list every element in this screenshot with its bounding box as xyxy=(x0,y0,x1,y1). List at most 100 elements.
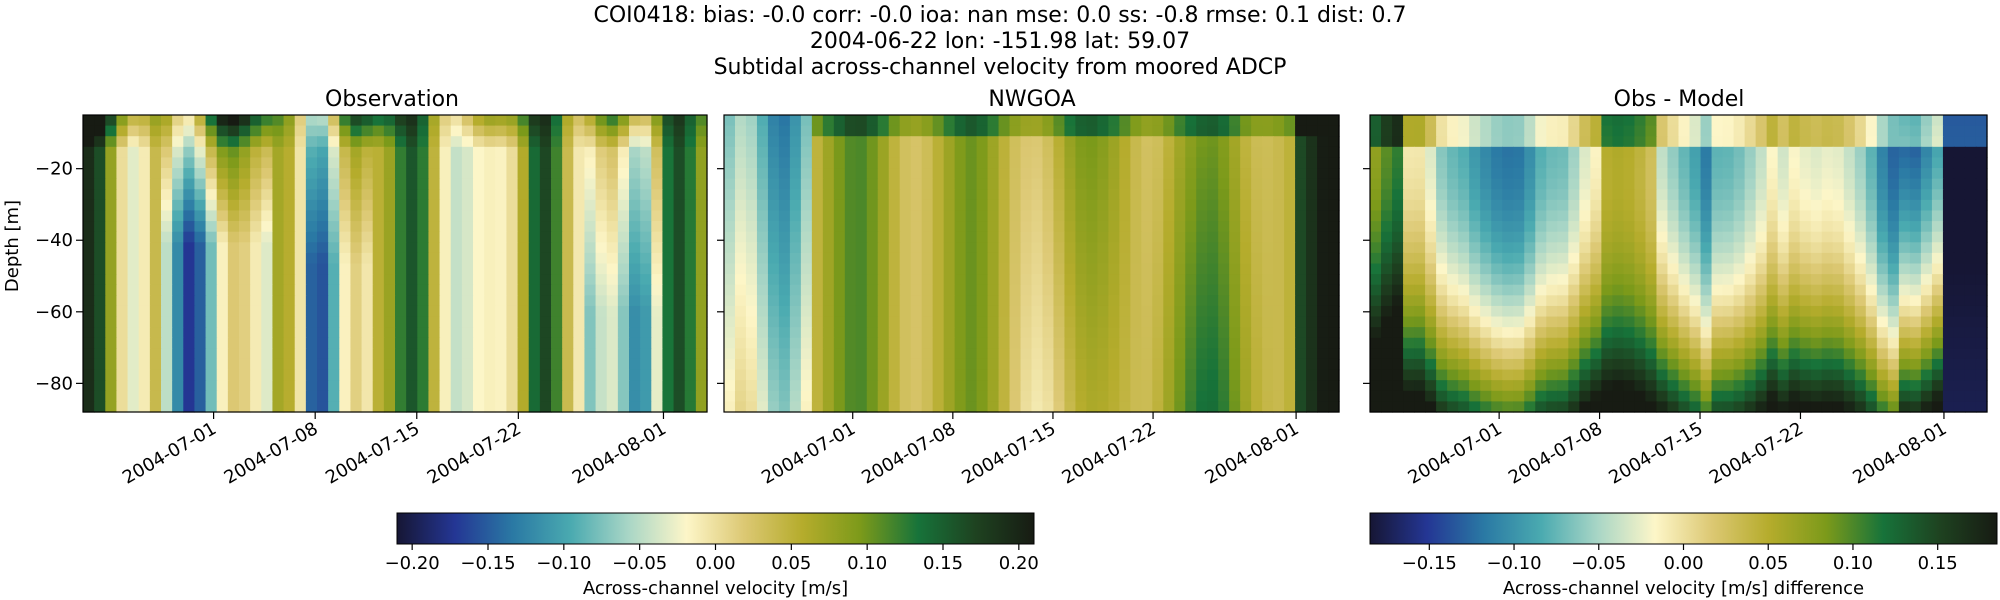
heatmap-cell xyxy=(1744,401,1757,413)
heatmap-cell xyxy=(450,168,463,180)
heatmap-cell xyxy=(987,284,1000,296)
heatmap-cell xyxy=(1711,189,1724,201)
heatmap-cell xyxy=(1898,242,1911,254)
heatmap-cell xyxy=(800,358,813,371)
heatmap-cell xyxy=(1436,146,1448,159)
heatmap-cell xyxy=(899,358,912,371)
heatmap-cell xyxy=(1502,369,1514,381)
heatmap-cell xyxy=(317,295,329,307)
colorbar-tick-label: −0.15 xyxy=(460,553,515,574)
heatmap-cell xyxy=(317,337,329,349)
heatmap-cell xyxy=(833,316,846,328)
heatmap-cell xyxy=(987,348,1000,360)
heatmap-cell xyxy=(1447,358,1459,371)
heatmap-cell xyxy=(1623,210,1636,222)
heatmap-cell xyxy=(1469,242,1481,254)
heatmap-cell xyxy=(1163,125,1175,137)
heatmap-cell xyxy=(205,401,218,413)
heatmap-cell xyxy=(1403,295,1415,307)
heatmap-cell xyxy=(1447,136,1459,148)
heatmap-cell xyxy=(138,284,151,296)
heatmap-cell xyxy=(1414,210,1426,222)
heatmap-cell xyxy=(1656,125,1669,137)
heatmap-cell xyxy=(1766,369,1779,381)
heatmap-cell xyxy=(339,369,352,381)
heatmap-cell xyxy=(1810,146,1823,159)
heatmap-cell xyxy=(1403,263,1415,275)
heatmap-cell xyxy=(1174,115,1186,127)
heatmap-cell xyxy=(1810,274,1823,286)
heatmap-cell xyxy=(1469,380,1481,392)
heatmap-cell xyxy=(1876,210,1889,222)
heatmap-cell xyxy=(844,327,857,339)
heatmap-cell xyxy=(1513,380,1525,392)
heatmap-cell xyxy=(1152,348,1164,360)
heatmap-cell xyxy=(116,136,129,148)
heatmap-cell xyxy=(833,358,846,371)
colorbar-tick-label: 0.15 xyxy=(1918,553,1958,574)
heatmap-cell xyxy=(116,274,129,286)
heatmap-cell xyxy=(428,284,441,296)
heatmap-cell xyxy=(83,337,95,349)
heatmap-cell xyxy=(573,380,586,392)
heatmap-cell xyxy=(932,295,945,307)
heatmap-cell xyxy=(484,305,496,318)
heatmap-cell xyxy=(1306,284,1318,296)
heatmap-cell xyxy=(1667,221,1680,233)
heatmap-cell xyxy=(595,168,608,180)
heatmap-cell xyxy=(1909,252,1922,265)
heatmap-cell xyxy=(1009,146,1022,159)
heatmap-cell xyxy=(1414,380,1426,392)
heatmap-cell xyxy=(822,231,835,243)
heatmap-cell xyxy=(724,115,736,127)
heatmap-cell xyxy=(317,115,329,127)
heatmap-cell xyxy=(987,305,1000,318)
heatmap-cell xyxy=(640,305,652,318)
heatmap-cell xyxy=(877,231,890,243)
heatmap-cell xyxy=(417,252,430,265)
heatmap-cell xyxy=(1392,369,1404,381)
heatmap-cell xyxy=(1185,115,1197,127)
heatmap-cell xyxy=(1942,274,1955,286)
heatmap-cell xyxy=(1557,115,1569,127)
heatmap-cell xyxy=(1295,136,1307,148)
heatmap-cell xyxy=(1931,305,1944,318)
heatmap-cell xyxy=(1502,327,1514,339)
heatmap-cell xyxy=(1942,337,1955,349)
heatmap-cell xyxy=(1097,401,1109,413)
heatmap-cell xyxy=(1656,210,1669,222)
heatmap-cell xyxy=(1097,168,1109,180)
heatmap-cell xyxy=(899,369,912,381)
heatmap-cell xyxy=(921,115,934,127)
heatmap-cell xyxy=(1031,358,1044,371)
heatmap-cell xyxy=(1229,125,1241,137)
heatmap-cell xyxy=(1425,199,1437,212)
heatmap-cell xyxy=(1645,316,1658,328)
heatmap-cell xyxy=(1469,274,1481,286)
heatmap-cell xyxy=(595,231,608,243)
heatmap-cell xyxy=(1196,252,1208,265)
heatmap-cell xyxy=(1328,136,1340,148)
heatmap-cell xyxy=(640,221,652,233)
heatmap-cell xyxy=(767,274,780,286)
heatmap-cell xyxy=(943,348,956,360)
heatmap-cell xyxy=(1469,136,1481,148)
heatmap-cell xyxy=(855,316,868,328)
heatmap-cell xyxy=(965,178,978,190)
heatmap-cell xyxy=(651,274,664,286)
heatmap-cell xyxy=(105,401,118,413)
heatmap-cell xyxy=(1295,380,1307,392)
heatmap-cell xyxy=(1392,401,1404,413)
heatmap-cell xyxy=(1042,242,1055,254)
figure-title-line-3: Subtidal across-channel velocity from mo… xyxy=(714,55,1287,80)
heatmap-cell xyxy=(517,125,530,137)
heatmap-cell xyxy=(1645,295,1658,307)
heatmap-cell xyxy=(350,199,363,212)
heatmap-cell xyxy=(1370,380,1382,392)
heatmap-cell xyxy=(954,401,967,413)
heatmap-cell xyxy=(1020,284,1033,296)
heatmap-cell xyxy=(1733,242,1746,254)
heatmap-cell xyxy=(1524,146,1536,159)
heatmap-cell xyxy=(1458,125,1470,137)
heatmap-cell xyxy=(1317,263,1329,275)
